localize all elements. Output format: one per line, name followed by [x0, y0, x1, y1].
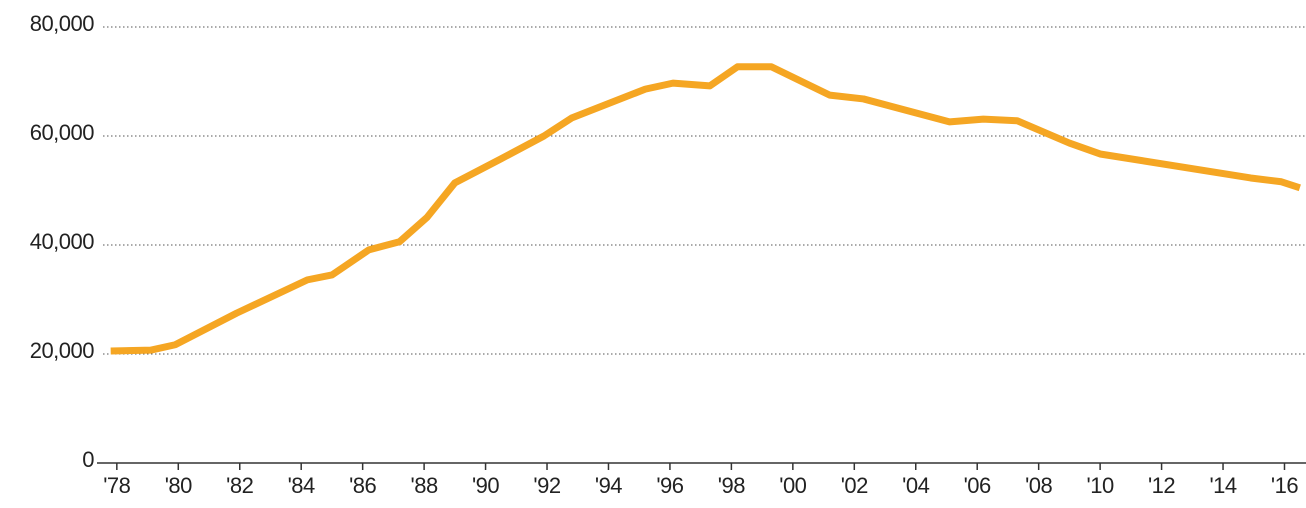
x-tick-label: '94 [595, 473, 622, 498]
x-tick-label: '88 [411, 473, 438, 498]
x-tick-label: '06 [964, 473, 991, 498]
x-tick-label: '84 [288, 473, 315, 498]
x-tick-label: '02 [841, 473, 868, 498]
x-tick-label: '86 [349, 473, 376, 498]
x-tick-label: '00 [779, 473, 806, 498]
x-tick-label: '10 [1087, 473, 1114, 498]
x-tick-label: '14 [1209, 473, 1236, 498]
y-tick-label: 40,000 [30, 229, 95, 254]
x-tick-label: '92 [533, 473, 560, 498]
x-tick-label: '04 [902, 473, 929, 498]
x-tick-label: '12 [1148, 473, 1175, 498]
x-tick-label: '98 [718, 473, 745, 498]
y-tick-label: 20,000 [30, 338, 95, 363]
data-line [110, 63, 1301, 355]
y-tick-label: 0 [82, 447, 94, 472]
x-tick-label: '90 [472, 473, 499, 498]
x-tick-label: '78 [103, 473, 130, 498]
x-tick-label: '80 [165, 473, 192, 498]
x-tick-label: '08 [1025, 473, 1052, 498]
y-tick-label: 80,000 [30, 11, 95, 36]
y-tick-label: 60,000 [30, 120, 95, 145]
x-tick-label: '96 [656, 473, 683, 498]
x-tick-label: '82 [226, 473, 253, 498]
x-tick-label: '16 [1271, 473, 1298, 498]
